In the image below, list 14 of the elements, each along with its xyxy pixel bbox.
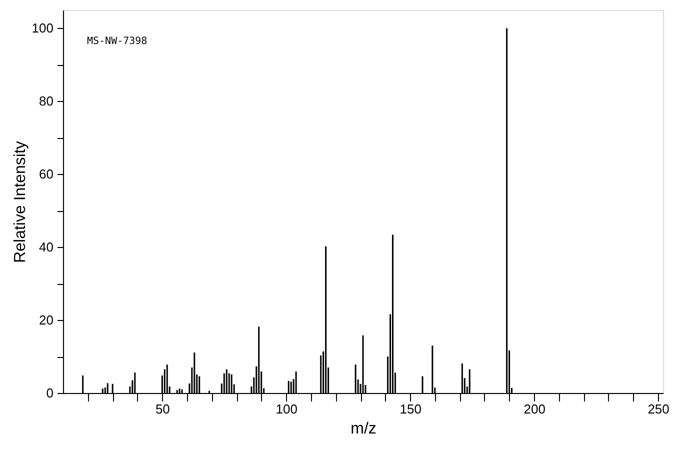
y-tick-label: 80 bbox=[39, 94, 54, 109]
annotation: MS-NW-7398 bbox=[87, 36, 148, 47]
x-tick-label: 50 bbox=[155, 402, 170, 416]
y-tick-label: 20 bbox=[39, 312, 54, 328]
x-tick-label: 100 bbox=[276, 402, 298, 416]
y-axis-title: Relative Intensity bbox=[12, 141, 29, 263]
x-tick-label: 200 bbox=[524, 402, 546, 416]
x-tick-label: 150 bbox=[400, 402, 422, 416]
y-tick-label: 60 bbox=[39, 166, 54, 182]
y-tick-label: 0 bbox=[46, 386, 54, 400]
y-tick-label: 40 bbox=[39, 240, 54, 255]
x-tick-label: 250 bbox=[648, 402, 670, 416]
x-axis-title: m/z bbox=[350, 420, 376, 438]
y-tick-label: 100 bbox=[32, 20, 54, 36]
